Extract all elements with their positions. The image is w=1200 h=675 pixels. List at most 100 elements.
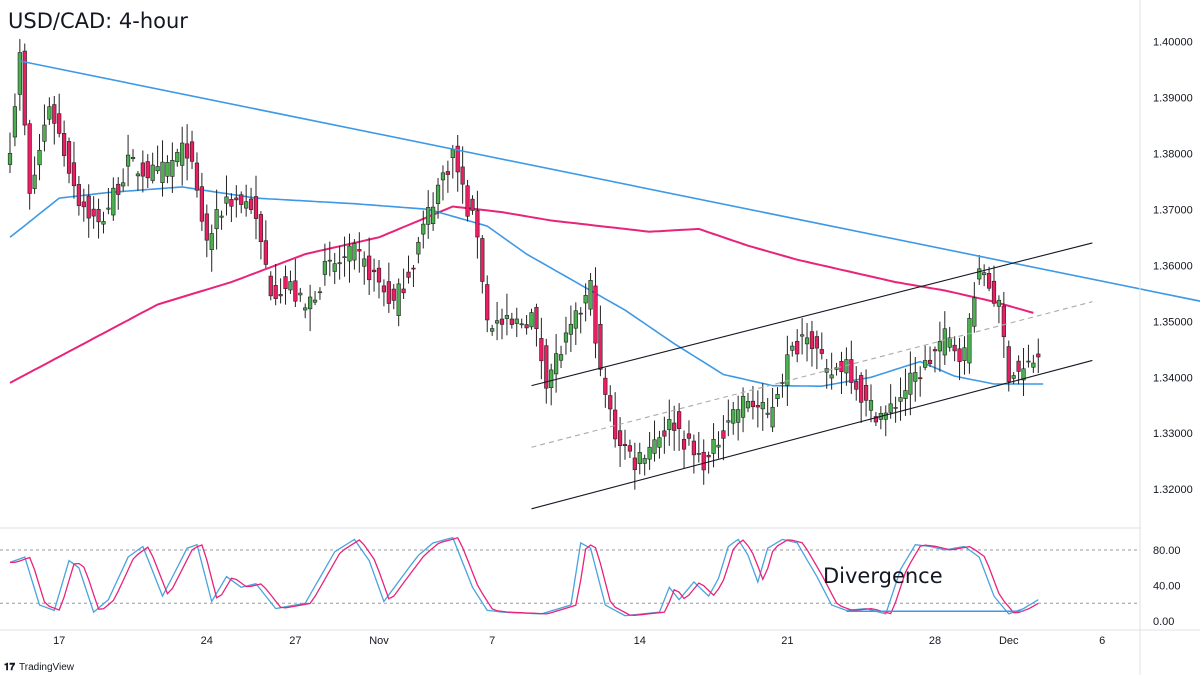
candle-down — [411, 267, 416, 270]
price-tick-label: 1.33000 — [1153, 428, 1193, 440]
candle-down — [686, 433, 692, 439]
candle-up — [101, 221, 106, 225]
candle-down — [283, 276, 288, 289]
candle-up — [219, 215, 224, 218]
candle-down — [918, 377, 923, 380]
price-axis[interactable]: 1.40000 1.39000 1.38000 1.37000 1.36000 1.350… — [1153, 36, 1193, 496]
candle-down — [839, 360, 844, 373]
candle-up — [317, 291, 323, 294]
candle-up — [736, 409, 741, 423]
candle-up — [214, 209, 219, 230]
candle-up — [554, 353, 559, 375]
candle-up — [514, 318, 519, 324]
candle-up — [760, 401, 765, 410]
tv-logo-icon: 𝟏𝟕 — [4, 662, 16, 673]
candle-down — [76, 184, 81, 206]
candle-down — [617, 430, 623, 447]
oscillator-tick-label: 0.00 — [1153, 616, 1174, 628]
price-tick-label: 1.36000 — [1153, 260, 1193, 272]
candle-up — [563, 332, 569, 343]
candle-up — [288, 281, 293, 291]
candle-up — [568, 323, 573, 335]
candle-up — [435, 184, 441, 205]
candle-up — [573, 310, 578, 329]
candle-down — [578, 312, 583, 315]
candle-down — [475, 210, 480, 238]
candle-up — [775, 393, 780, 400]
candle-up — [450, 149, 455, 159]
candle-down — [239, 194, 244, 205]
candle-down — [603, 377, 608, 395]
candle-up — [298, 292, 303, 296]
candle-up — [337, 262, 342, 265]
candle-down — [480, 238, 485, 282]
candle-up — [106, 207, 111, 210]
candle-down — [273, 285, 278, 299]
trendline-layer — [19, 60, 1200, 510]
candle-up — [667, 419, 672, 430]
candle-up — [421, 223, 426, 235]
candle-up — [770, 406, 775, 428]
tradingview-logo: 𝟏𝟕 TradingView — [4, 662, 75, 673]
candle-up — [923, 360, 928, 368]
candle-up — [431, 206, 436, 224]
candle-down — [1001, 305, 1006, 338]
candle-down — [750, 400, 756, 408]
candle-up — [529, 312, 534, 328]
candle-up — [903, 390, 908, 399]
candle-up — [967, 317, 972, 364]
candle-up — [657, 437, 662, 448]
candle-down — [706, 454, 711, 458]
time-axis[interactable]: 172427Nov7142128Dec61219 — [53, 635, 1200, 647]
candle-up — [165, 162, 170, 177]
candle-up — [160, 161, 165, 184]
candle-up — [977, 268, 982, 280]
candle-up — [883, 412, 888, 420]
candle-up — [804, 337, 810, 345]
candle-up — [1011, 375, 1016, 379]
ma-slow-line — [9, 205, 1034, 384]
candle-down — [632, 457, 637, 471]
divergence-annotation: Divergence — [823, 564, 943, 588]
candle-down — [859, 375, 864, 403]
candle-down — [116, 183, 121, 195]
price-tick-label: 1.34000 — [1153, 372, 1193, 384]
price-tick-label: 1.40000 — [1153, 36, 1193, 48]
ma-fast-layer — [9, 186, 1044, 387]
candle-down — [145, 161, 150, 179]
candle-down — [701, 451, 706, 471]
candle-up — [121, 182, 126, 187]
candle-down — [608, 395, 613, 410]
candle-down — [229, 199, 234, 207]
candle-up — [588, 280, 593, 310]
candle-up — [12, 106, 18, 138]
trendline-channel-mid — [531, 301, 1093, 448]
candle-up — [785, 354, 790, 386]
candle-down — [234, 197, 239, 201]
oscillator-pane[interactable]: Divergence — [0, 536, 1140, 617]
candle-down — [57, 113, 62, 134]
candle-up — [135, 173, 141, 177]
price-pane[interactable] — [7, 39, 1200, 510]
candle-up — [362, 258, 367, 267]
candle-up — [37, 149, 42, 166]
candle-up — [947, 337, 952, 348]
candle-down — [376, 267, 382, 283]
candle-down — [499, 318, 505, 325]
candle-up — [7, 153, 13, 165]
candle-down — [593, 285, 598, 344]
candle-up — [396, 283, 401, 316]
candle-up — [711, 438, 716, 454]
candle-down — [71, 162, 77, 187]
candle-up — [416, 241, 421, 255]
candle-up — [494, 320, 500, 324]
time-tick-label: 6 — [1099, 635, 1105, 647]
oscillator-axis[interactable]: 80.00 40.00 0.00 — [1153, 545, 1181, 628]
candle-up — [549, 369, 554, 389]
candle-down — [721, 430, 726, 439]
candle-up — [868, 400, 874, 411]
candle-down — [470, 198, 475, 211]
candle-up — [1021, 368, 1026, 381]
candle-down — [539, 338, 544, 362]
